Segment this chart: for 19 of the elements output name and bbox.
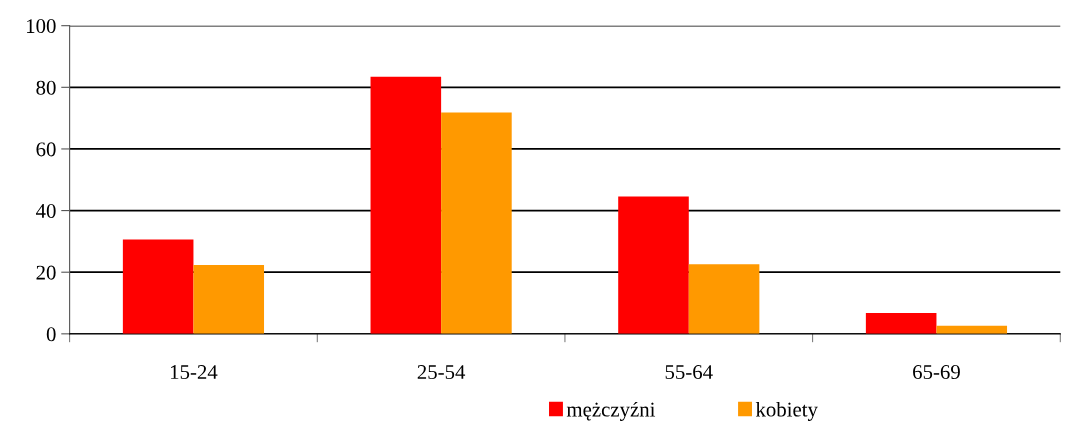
y-tick-label: 100 — [27, 19, 56, 34]
bar — [865, 312, 937, 334]
y-tick-label: 20 — [36, 265, 56, 280]
y-tick-label: 80 — [36, 80, 56, 95]
bar — [370, 76, 442, 334]
bar — [618, 196, 689, 334]
y-tick-label: 0 — [46, 327, 56, 342]
bar — [688, 264, 760, 334]
bar — [193, 265, 265, 334]
bar — [122, 239, 194, 334]
x-tick-label: 55-64 — [665, 365, 713, 380]
x-tick-label: 65-69 — [913, 365, 960, 380]
x-tick-label: 25-54 — [417, 365, 466, 380]
y-tick-label: 60 — [36, 142, 56, 157]
x-tick-label: 15-24 — [170, 365, 218, 380]
legend-label: kobiety — [755, 401, 818, 421]
legend-label: mężczyźni — [566, 401, 656, 421]
bar — [441, 112, 512, 334]
y-tick-label: 40 — [35, 203, 56, 219]
